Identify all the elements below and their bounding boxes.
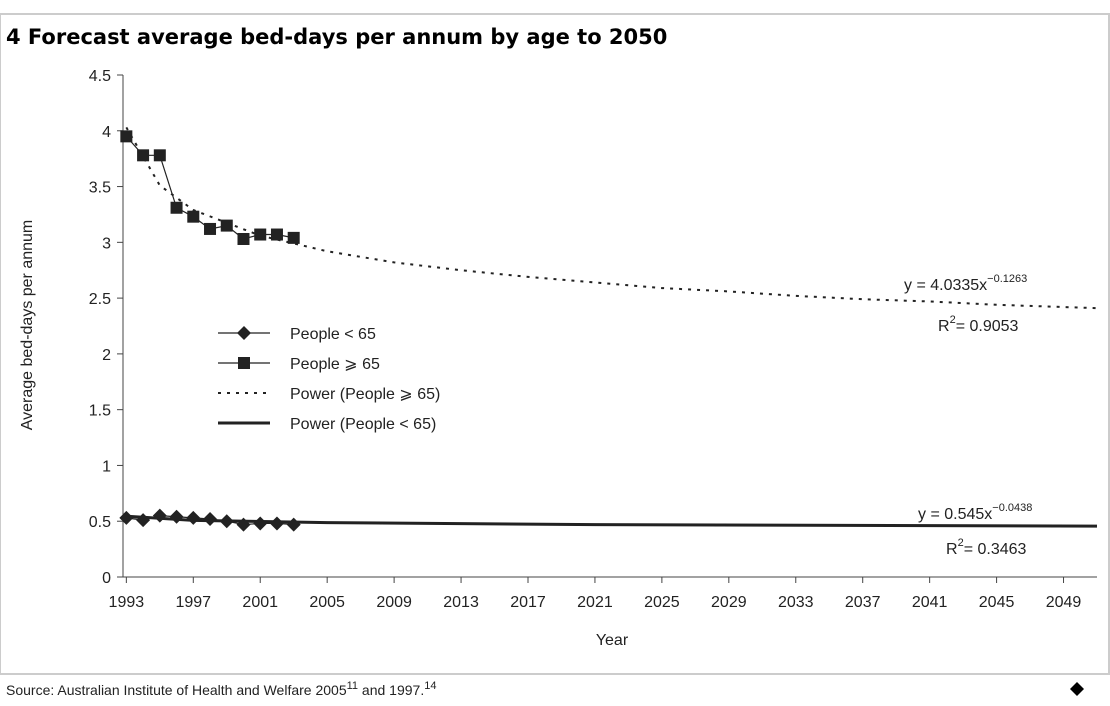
diamond-marker xyxy=(136,513,151,528)
x-tick-label: 2001 xyxy=(242,594,278,611)
annotation-sup: −0.1263 xyxy=(987,273,1027,285)
square-marker xyxy=(220,219,233,232)
x-tick-label: 2005 xyxy=(309,594,345,611)
legend-marker xyxy=(238,357,250,369)
square-marker xyxy=(170,201,183,214)
annotation: R2= 0.3463 xyxy=(946,537,1027,558)
y-tick-label: 2 xyxy=(102,347,111,364)
square-marker xyxy=(270,228,283,241)
x-tick-label: 2009 xyxy=(376,594,412,611)
y-tick-label: 4 xyxy=(102,124,111,141)
x-tick-label: 2029 xyxy=(711,594,747,611)
end-mark xyxy=(1070,682,1084,696)
source-text: Source: Australian Institute of Health a… xyxy=(6,682,347,698)
annotation-text: R xyxy=(938,318,950,335)
square-marker xyxy=(153,149,166,162)
annotation-text: y = 0.545x xyxy=(918,506,992,523)
square-marker xyxy=(137,149,150,162)
x-tick-label: 1997 xyxy=(175,594,211,611)
square-marker xyxy=(187,210,200,223)
annotation-text: = 0.3463 xyxy=(964,541,1027,558)
diamond-marker xyxy=(152,508,167,523)
x-tick-label: 2049 xyxy=(1046,594,1082,611)
y-tick-label: 3 xyxy=(102,235,111,252)
diamond-marker xyxy=(269,516,284,531)
y-tick-label: 2.5 xyxy=(89,291,111,308)
diamond-marker xyxy=(119,510,134,525)
diamond-marker xyxy=(286,517,301,532)
x-tick-label: 2021 xyxy=(577,594,613,611)
source-text: and 1997. xyxy=(358,682,424,698)
y-tick-label: 1.5 xyxy=(89,403,111,420)
legend-marker xyxy=(237,326,251,340)
y-tick-label: 0 xyxy=(102,570,111,587)
x-tick-label: 2013 xyxy=(443,594,479,611)
trend-line xyxy=(126,514,1098,528)
x-tick-label: 2025 xyxy=(644,594,680,611)
y-tick-label: 4.5 xyxy=(89,68,111,85)
x-tick-label: 2041 xyxy=(912,594,948,611)
legend-label: People < 65 xyxy=(290,326,376,343)
y-tick-label: 0.5 xyxy=(89,514,111,531)
source: Source: Australian Institute of Health a… xyxy=(6,680,436,698)
square-marker xyxy=(120,130,133,143)
y-axis-label: Average bed-days per annum xyxy=(19,220,36,431)
diamond-marker xyxy=(169,509,184,524)
source-sup: 14 xyxy=(424,680,436,692)
x-tick-label: 2045 xyxy=(979,594,1015,611)
x-tick-label: 2017 xyxy=(510,594,546,611)
legend-label: Power (People ⩾ 65) xyxy=(290,386,440,403)
square-marker xyxy=(254,228,267,241)
frame xyxy=(0,13,1110,675)
x-tick-label: 1993 xyxy=(109,594,145,611)
annotation-sup: 2 xyxy=(950,314,956,326)
chart-title: 4 Forecast average bed-days per annum by… xyxy=(6,25,667,49)
square-marker xyxy=(237,232,250,245)
annotation: y = 4.0335x−0.1263 xyxy=(904,273,1027,294)
trend-line xyxy=(125,126,1098,310)
y-tick-label: 3.5 xyxy=(89,180,111,197)
square-marker xyxy=(287,231,300,244)
legend-label: Power (People < 65) xyxy=(290,416,436,433)
annotation: R2= 0.9053 xyxy=(938,314,1019,335)
diamond-marker xyxy=(253,516,268,531)
annotation-text: R xyxy=(946,541,958,558)
y-tick-label: 1 xyxy=(102,458,111,475)
annotation-text: y = 4.0335x xyxy=(904,277,987,294)
diamond-marker xyxy=(203,511,218,526)
x-axis-label: Year xyxy=(596,632,629,649)
annotation-text: = 0.9053 xyxy=(956,318,1019,335)
square-marker xyxy=(204,222,217,235)
annotation: y = 0.545x−0.0438 xyxy=(918,502,1032,523)
x-tick-label: 2033 xyxy=(778,594,814,611)
legend-label: People ⩾ 65 xyxy=(290,356,380,373)
x-tick-label: 2037 xyxy=(845,594,881,611)
annotation-sup: 2 xyxy=(958,537,964,549)
source-sup: 11 xyxy=(347,680,358,692)
annotation-sup: −0.0438 xyxy=(992,502,1032,514)
diamond-marker xyxy=(186,510,201,525)
